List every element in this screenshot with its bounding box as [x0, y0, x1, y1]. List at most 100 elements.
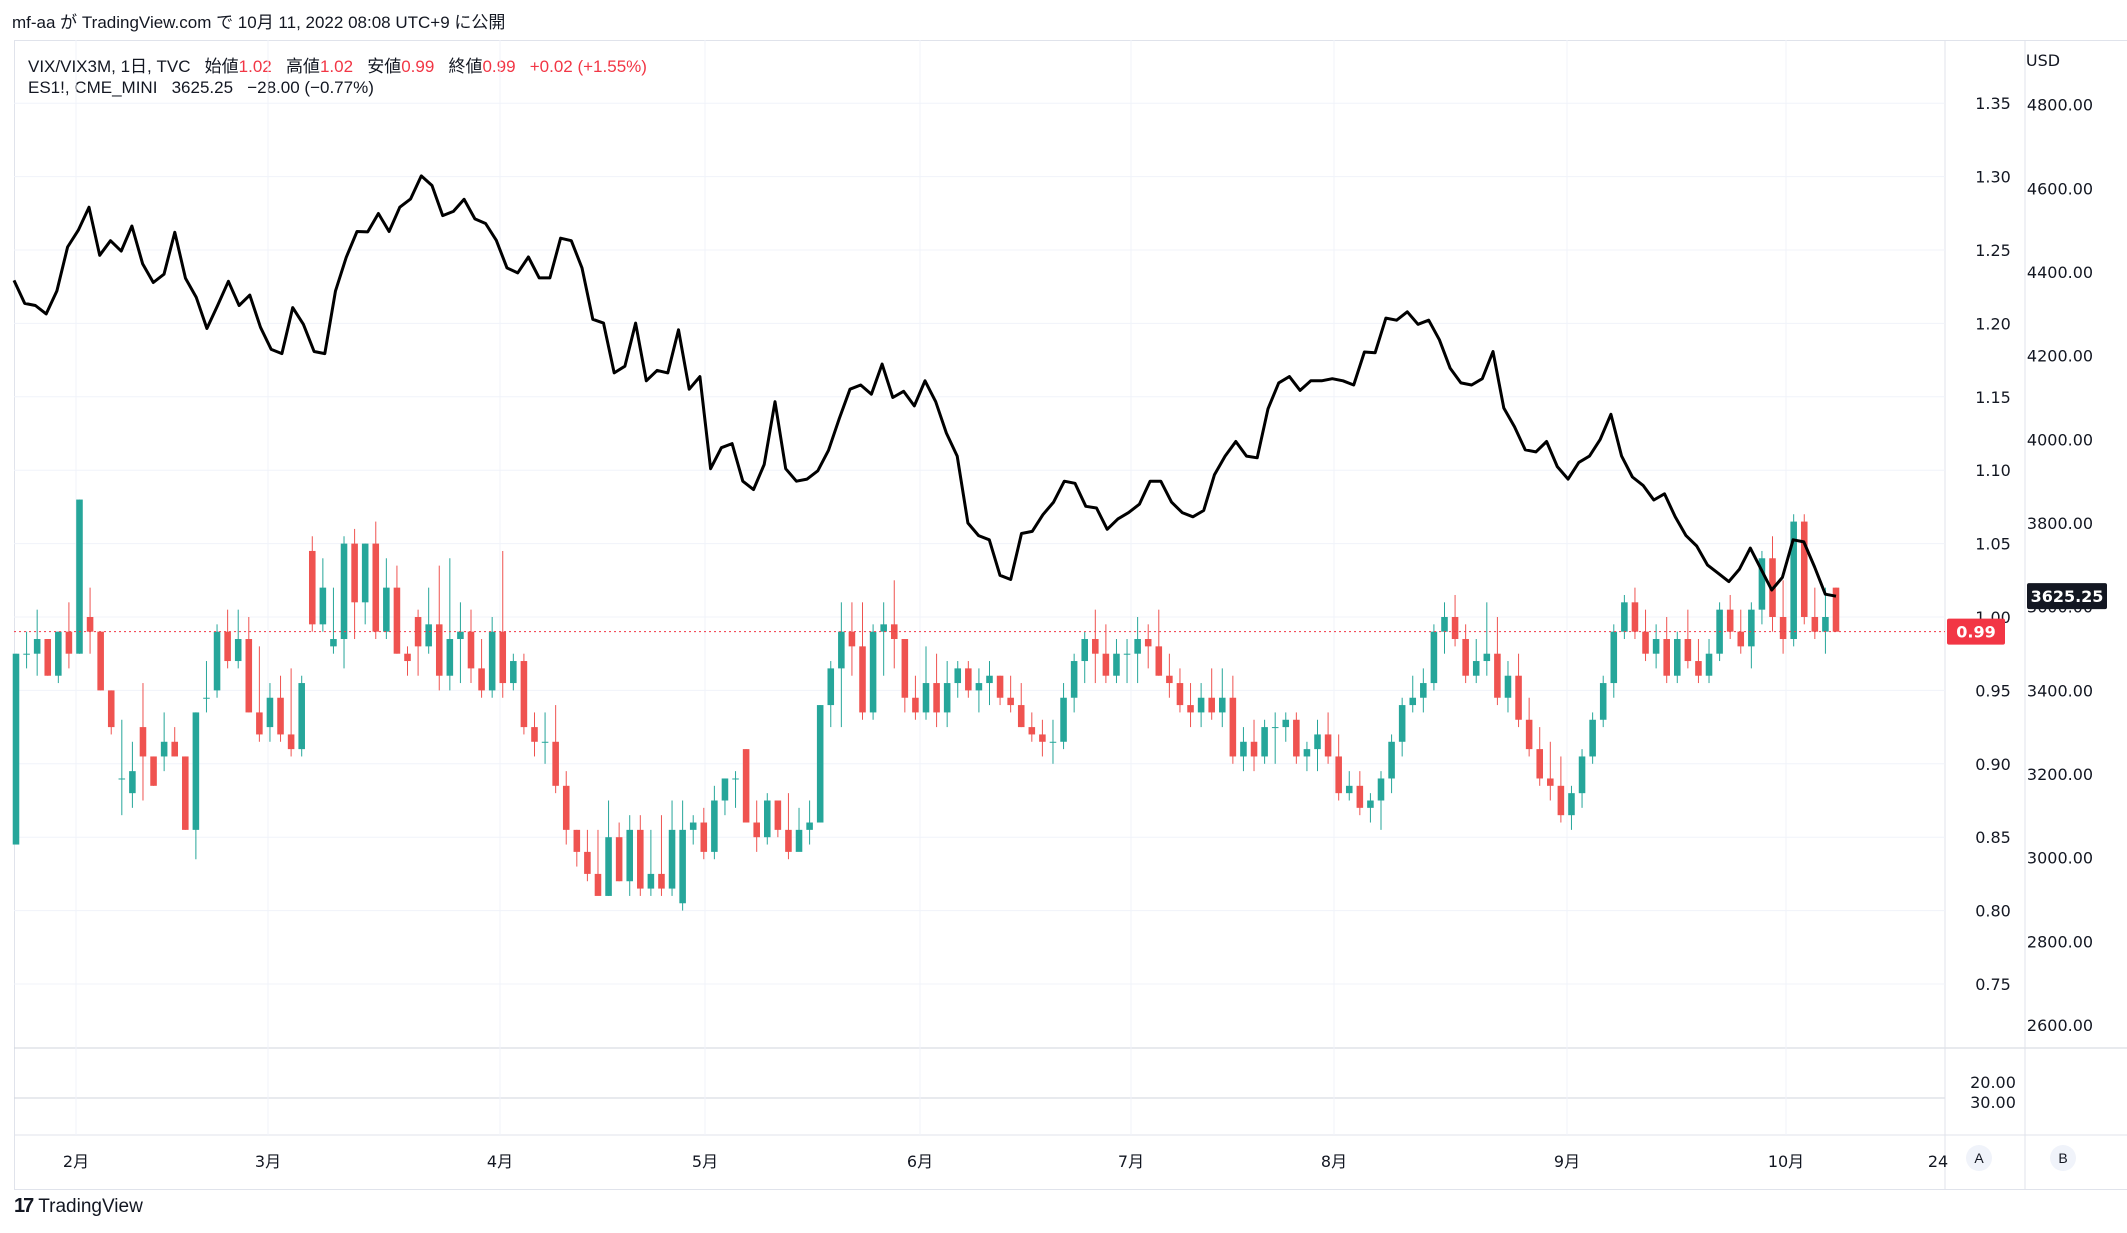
candle-body	[510, 661, 517, 684]
candle-body	[1441, 617, 1448, 632]
legend-close-label: 終値	[448, 57, 483, 76]
candle-body	[562, 785, 570, 830]
candle-body	[1388, 741, 1395, 779]
candle-body	[319, 587, 327, 625]
candle-body	[107, 690, 115, 728]
candle-body	[1314, 734, 1321, 750]
candle-body	[150, 756, 157, 786]
candle-body	[1663, 639, 1670, 676]
candle-body	[76, 499, 83, 654]
candle-body	[1547, 778, 1554, 786]
legend-es-symbol[interactable]: ES1!, CME_MINI	[28, 78, 158, 97]
candle-body	[393, 587, 401, 654]
candle-body	[1726, 609, 1734, 632]
ratio-axis-label: 0.75	[1975, 975, 2011, 994]
legend-es-change: −28.00 (−0.77%)	[247, 78, 374, 97]
ratio-axis-label: 1.25	[1975, 241, 2011, 260]
price-axis-label: 2800.00	[2027, 932, 2093, 951]
ratio-axis-label: 0.80	[1975, 902, 2011, 921]
legend-symbol[interactable]: VIX/VIX3M, 1日, TVC	[28, 57, 191, 76]
price-axis-label: 3800.00	[2027, 514, 2093, 533]
candle-body	[277, 697, 284, 735]
candle-body	[1324, 734, 1332, 757]
candle-body	[1822, 617, 1829, 632]
candle-body	[351, 543, 358, 603]
candle-body	[658, 873, 665, 889]
candle-body	[552, 741, 559, 786]
candle-body	[1155, 646, 1163, 676]
candle-body	[1779, 617, 1787, 640]
candle-body	[404, 653, 411, 662]
candle-body	[1451, 617, 1459, 640]
candle-body	[573, 829, 581, 852]
legend-change: +0.02 (+1.55%)	[529, 57, 647, 76]
candle-body	[1494, 653, 1501, 698]
candle-body	[1462, 639, 1469, 676]
candle-body	[1028, 727, 1036, 735]
candle-body	[86, 617, 94, 632]
candle-body	[1039, 734, 1046, 742]
x-tick-label: 4月	[487, 1152, 513, 1171]
auto-scale-button[interactable]: A	[1966, 1145, 1992, 1171]
candle-body	[732, 778, 739, 780]
price-axis-label: 4200.00	[2027, 347, 2093, 366]
candle-body	[488, 631, 496, 691]
candle-body	[1070, 661, 1078, 698]
es-line-series	[12, 174, 1837, 598]
legend-open: 1.02	[238, 57, 272, 76]
candle-body	[1261, 727, 1268, 757]
candle-body	[308, 550, 316, 625]
es-last-label: 3625.25	[2031, 587, 2104, 606]
x-tick-label: 6月	[907, 1152, 933, 1171]
candle-body	[922, 683, 930, 713]
candle-body	[1568, 793, 1575, 816]
candle-body	[753, 822, 760, 838]
candle-body	[594, 873, 602, 896]
candle-body	[774, 800, 782, 830]
log-scale-button[interactable]: B	[2050, 1145, 2076, 1171]
price-axis-unit: USD	[2026, 51, 2060, 70]
candle-body	[531, 727, 538, 742]
candle-body	[943, 683, 951, 713]
candle-body	[1673, 639, 1681, 676]
candle-body	[1748, 609, 1755, 647]
candle-body	[1017, 705, 1025, 728]
candle-body	[65, 631, 73, 654]
candle-body	[55, 631, 62, 676]
candle-body	[933, 683, 940, 713]
candle-body	[192, 712, 200, 830]
candle-body	[1536, 749, 1544, 779]
candle-body	[1197, 697, 1205, 713]
candle-body	[1652, 639, 1660, 654]
lower-pane-label: 20.00	[1970, 1073, 2016, 1092]
candle-body	[383, 587, 390, 632]
candle-body	[520, 661, 528, 728]
price-axis-label: 3200.00	[2027, 765, 2093, 784]
candle-body	[1176, 683, 1184, 706]
candle-body	[1599, 683, 1607, 720]
lower-pane-label: 30.00	[1970, 1093, 2016, 1112]
candle-body	[1187, 705, 1194, 713]
candle-body	[1642, 631, 1649, 654]
candle-body	[996, 675, 1004, 698]
legend-main: VIX/VIX3M, 1日, TVC 始値1.02 高値1.02 安値0.99 …	[28, 52, 647, 77]
candle-body	[266, 697, 274, 728]
candle-body	[1504, 675, 1512, 698]
candle-body	[795, 829, 803, 852]
candle-body	[1684, 639, 1692, 662]
candle-body	[1589, 719, 1596, 757]
legend-low-label: 安値	[367, 57, 402, 76]
candle-body	[1377, 778, 1385, 801]
candle-body	[975, 683, 983, 691]
ratio-axis-label: 1.10	[1975, 461, 2011, 480]
candle-body	[1409, 697, 1417, 706]
candle-body	[1525, 719, 1533, 750]
x-tick-label: 7月	[1118, 1152, 1144, 1171]
candle-body	[1705, 653, 1713, 676]
candle-body	[647, 873, 655, 889]
candle-body	[414, 617, 422, 647]
chart-frame	[14, 40, 2127, 1190]
candle-body	[1166, 675, 1173, 684]
candle-body	[1113, 653, 1120, 676]
